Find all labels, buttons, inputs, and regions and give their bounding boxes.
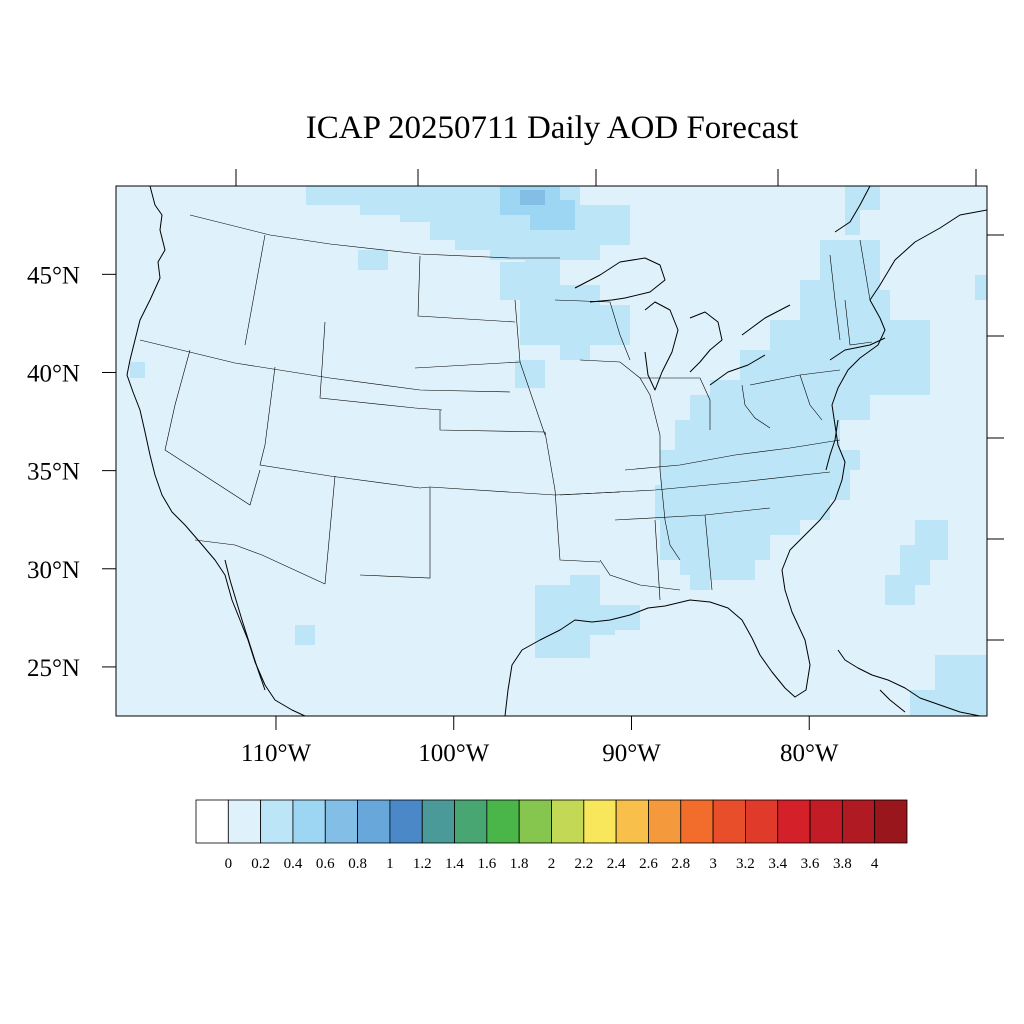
colorbar-tick-label: 1.2 [413,856,432,872]
colorbar-swatch [486,799,520,844]
colorbar-tick-label: 2.6 [639,856,658,872]
colorbar-swatch [680,799,714,844]
colorbar-swatch [809,799,843,844]
longitude-label: 100°W [418,740,489,767]
colorbar-tick-label: 2.2 [574,856,593,872]
state-boundaries [139,214,873,601]
colorbar-tick-label: 0.4 [284,856,303,872]
colorbar-tick-label: 3 [709,856,717,872]
right-ticks [987,234,1004,641]
colorbar-swatch [195,799,229,844]
colorbar-labels: 0 0.2 0.4 0.6 0.8 1 1.2 1.4 1.6 1.8 2 2.2 2.4 2.6 2.8 3… [225,856,879,872]
aod-peak [520,190,545,205]
colorbar-swatch [421,799,455,844]
colorbar-swatch [324,799,358,844]
colorbar-swatch [648,799,682,844]
colorbar-tick-label: 1.8 [510,856,529,872]
latitude-label: 45°N [27,262,80,289]
colorbar-tick-label: 1.6 [477,856,496,872]
colorbar [195,799,908,844]
colorbar-swatch [357,799,391,844]
colorbar-swatch [454,799,488,844]
colorbar-tick-label: 0 [225,856,233,872]
colorbar-tick-label: 1.4 [445,856,464,872]
colorbar-swatch [745,799,779,844]
colorbar-tick-label: 3.4 [768,856,787,872]
colorbar-tick-label: 0.2 [251,856,270,872]
colorbar-swatch [551,799,585,844]
colorbar-tick-label: 2.4 [607,856,626,872]
longitude-axis: 110°W 100°W 90°W 80°W [241,716,839,767]
longitude-label: 80°W [780,740,839,767]
colorbar-tick-label: 3.2 [736,856,755,872]
latitude-label: 30°N [27,557,80,584]
latitude-label: 35°N [27,459,80,486]
colorbar-swatch [518,799,552,844]
colorbar-swatch [389,799,423,844]
longitude-label: 110°W [241,740,312,767]
colorbar-tick-label: 4 [871,856,879,872]
top-ticks [235,169,977,186]
colorbar-swatch [615,799,649,844]
colorbar-tick-label: 3.8 [833,856,852,872]
colorbar-swatch [260,799,294,844]
colorbar-swatch [841,799,876,844]
colorbar-tick-label: 3.6 [801,856,820,872]
colorbar-swatch [777,799,811,844]
latitude-label: 40°N [27,360,80,387]
longitude-label: 90°W [602,740,661,767]
latitude-label: 25°N [27,655,80,682]
map-title: ICAP 20250711 Daily AOD Forecast [305,110,799,146]
colorbar-tick-label: 2 [548,856,556,872]
aod-patches [130,186,987,716]
colorbar-swatch [583,799,617,844]
colorbar-swatch [227,799,262,844]
colorbar-tick-label: 2.8 [671,856,690,872]
colorbar-swatch [874,799,908,844]
colorbar-swatch [712,799,746,844]
aod-core [500,186,575,230]
latitude-axis: 45°N 40°N 35°N 30°N 25°N [27,262,116,682]
colorbar-swatch [292,799,326,844]
map-frame [115,185,988,717]
coastline [126,186,987,716]
colorbar-tick-label: 0.6 [316,856,335,872]
colorbar-tick-label: 0.8 [348,856,367,872]
colorbar-tick-label: 1 [386,856,394,872]
